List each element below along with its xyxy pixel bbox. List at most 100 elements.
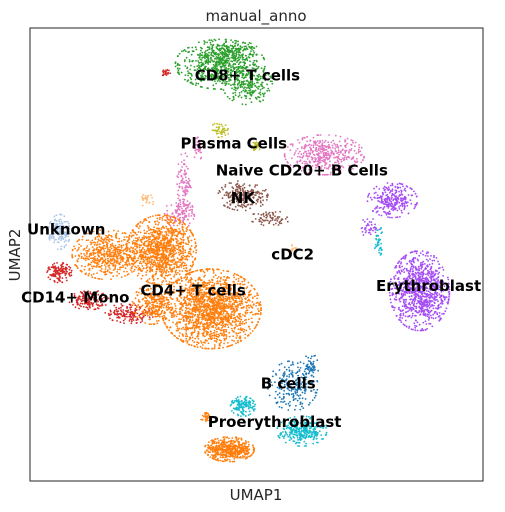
data-point <box>53 281 56 283</box>
data-point <box>184 173 187 176</box>
data-point <box>192 213 195 216</box>
data-point <box>187 182 190 185</box>
data-point <box>126 315 128 318</box>
data-point <box>382 193 384 196</box>
data-point <box>424 308 427 311</box>
data-point <box>60 248 63 250</box>
data-point <box>240 71 243 74</box>
data-point <box>257 96 260 98</box>
data-point <box>314 157 316 159</box>
data-point <box>398 299 401 301</box>
data-point <box>239 199 242 202</box>
data-point <box>237 277 240 280</box>
data-point <box>242 193 244 196</box>
data-point <box>336 145 339 147</box>
data-point <box>316 134 319 137</box>
data-point <box>239 320 242 323</box>
data-point <box>383 185 386 188</box>
data-point <box>413 297 416 299</box>
data-point <box>390 198 393 200</box>
data-point <box>236 79 239 82</box>
data-point <box>250 93 253 96</box>
data-point <box>242 82 245 85</box>
data-point <box>49 273 52 276</box>
data-point <box>253 327 256 330</box>
data-point <box>183 162 185 165</box>
data-point <box>187 70 189 72</box>
data-point <box>233 82 236 84</box>
data-point <box>230 65 232 67</box>
data-point <box>236 57 239 60</box>
data-point <box>428 272 430 275</box>
data-point <box>398 306 400 309</box>
data-point <box>241 103 244 105</box>
data-point <box>301 156 304 158</box>
data-point <box>137 318 139 321</box>
data-point <box>184 310 187 312</box>
data-point <box>221 59 224 62</box>
data-point <box>60 267 62 270</box>
data-point <box>426 264 429 267</box>
data-point <box>270 77 272 79</box>
data-point <box>266 219 269 222</box>
data-point <box>235 50 238 53</box>
data-point <box>401 199 404 202</box>
data-point <box>220 72 223 74</box>
data-point <box>249 93 252 96</box>
data-point <box>177 197 180 200</box>
data-point <box>424 312 427 315</box>
data-point <box>309 140 311 142</box>
data-point <box>221 50 224 53</box>
data-point <box>393 309 395 311</box>
data-point <box>229 44 232 47</box>
data-point <box>65 239 67 242</box>
series-erythroblast <box>360 182 451 332</box>
data-point <box>261 203 264 206</box>
data-point <box>375 185 378 188</box>
data-point <box>378 188 381 190</box>
data-point <box>175 315 178 318</box>
data-point <box>200 74 202 77</box>
data-point <box>249 76 252 79</box>
data-point <box>401 211 403 214</box>
data-point <box>203 78 206 81</box>
data-point <box>439 302 442 305</box>
data-point <box>189 76 192 79</box>
data-point <box>178 73 181 76</box>
data-point <box>200 59 203 61</box>
data-point <box>177 176 180 179</box>
data-point <box>350 139 353 142</box>
data-point <box>237 59 240 62</box>
data-point <box>244 333 247 336</box>
data-point <box>203 43 206 45</box>
data-point <box>204 55 207 58</box>
data-point <box>259 200 262 203</box>
data-point <box>219 74 222 77</box>
data-point <box>224 64 226 67</box>
data-point <box>196 144 199 146</box>
data-point <box>411 258 414 261</box>
data-point <box>228 49 231 52</box>
data-point <box>308 155 311 157</box>
data-point <box>409 304 412 306</box>
data-point <box>237 190 240 193</box>
data-point <box>262 189 264 192</box>
data-point <box>214 57 217 60</box>
data-point <box>272 223 275 226</box>
data-point <box>217 75 220 78</box>
data-point <box>233 208 236 211</box>
data-point <box>202 72 205 75</box>
data-point <box>221 125 224 128</box>
data-point <box>178 208 181 211</box>
data-point <box>422 301 424 304</box>
data-point <box>182 198 184 201</box>
data-point <box>221 82 224 85</box>
data-point <box>332 146 334 149</box>
data-point <box>233 331 236 333</box>
data-point <box>402 298 405 301</box>
data-point <box>376 197 379 200</box>
data-point <box>243 64 246 67</box>
data-point <box>242 189 245 192</box>
data-point <box>181 179 184 181</box>
data-point <box>344 139 346 141</box>
